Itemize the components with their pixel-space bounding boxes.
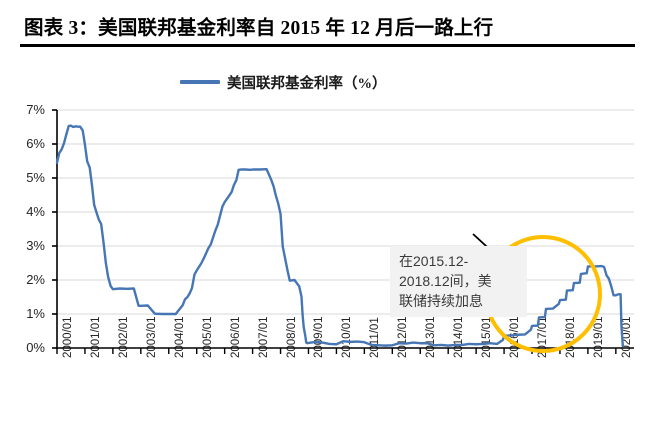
annotation-line-3: 联储持续加息	[399, 293, 483, 309]
line-chart-svg	[52, 109, 634, 354]
chart-axis-lines	[56, 110, 634, 349]
annotation-line-2: 2018.12间，美	[399, 273, 492, 289]
annotation-textbox: 在2015.12- 2018.12间，美 联储持续加息	[390, 246, 527, 317]
chart-legend: 美国联邦基金利率（%）	[180, 70, 387, 94]
y-tick-label: 7%	[26, 102, 45, 117]
y-tick-label: 6%	[26, 136, 45, 151]
y-tick-label: 4%	[26, 204, 45, 219]
y-tick-label: 2%	[26, 272, 45, 287]
fed-funds-rate-line	[55, 124, 625, 348]
legend-label: 美国联邦基金利率（%）	[227, 75, 387, 92]
y-tick-label: 1%	[26, 306, 45, 321]
y-tick-label: 0%	[26, 340, 45, 355]
y-tick-label: 3%	[26, 238, 45, 253]
figure-title: 图表 3：美国联邦基金利率自 2015 年 12 月后一路上行	[24, 17, 494, 39]
x-axis-ticks	[56, 348, 617, 354]
chart-gridlines	[57, 109, 634, 315]
chart-plot-area: 0% 1% 2% 3% 4% 5% 6% 7% 2000/01 2001/01 2002/01 20…	[0, 96, 648, 425]
title-underline-rule	[20, 44, 635, 47]
y-axis-ticks	[52, 109, 57, 349]
legend-color-swatch	[180, 80, 220, 84]
y-tick-label: 5%	[26, 170, 45, 185]
annotation-line-1: 在2015.12-	[399, 253, 469, 269]
